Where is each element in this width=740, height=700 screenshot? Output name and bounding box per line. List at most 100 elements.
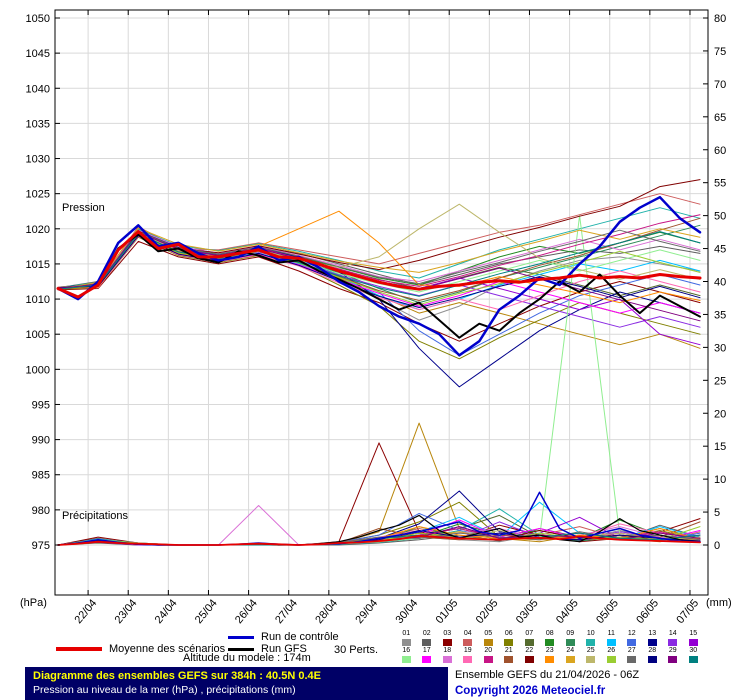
- pert-color-square: [401, 639, 411, 646]
- date-tick-label: 07/05: [674, 597, 701, 626]
- precip-tick-label: 65: [714, 112, 726, 124]
- pert-swatch-14: 14: [663, 630, 684, 647]
- pert-swatch-23: 23: [540, 647, 561, 664]
- pert-color-square: [606, 656, 616, 663]
- pert-color-square: [627, 656, 637, 663]
- diagram-subtitle: Pression au niveau de la mer (hPa) , pré…: [33, 684, 296, 696]
- right-axis-unit-label: (mm): [706, 597, 732, 609]
- pert-row-2: 16 17 18 19 20 21 22 23 24 25 26 27 28 29 30: [396, 647, 706, 664]
- precip-tick-label: 45: [714, 244, 726, 256]
- precip-tick-label: 20: [714, 408, 726, 420]
- pressure-line-control: [56, 195, 702, 357]
- date-tick-label: 01/05: [434, 597, 461, 626]
- date-tick-label: 26/04: [233, 597, 260, 626]
- legend-item-mean: Moyenne des scénarios: [56, 643, 225, 655]
- pert-number: 08: [545, 630, 554, 637]
- pert-color-square: [668, 656, 678, 663]
- pert-number: 28: [648, 647, 657, 654]
- pert-number: 02: [422, 630, 431, 637]
- pert-swatch-19: 19: [458, 647, 479, 664]
- axis-labels: 1050104510401035103010251020101510101005…: [26, 13, 727, 626]
- pert-number: 12: [627, 630, 636, 637]
- precip-tick-label: 15: [714, 441, 726, 453]
- pert-swatch-06: 06: [499, 630, 520, 647]
- pert-color-square: [524, 656, 534, 663]
- pert-number: 04: [463, 630, 472, 637]
- pert-number: 18: [443, 647, 452, 654]
- pressure-tick-label: 1050: [26, 13, 50, 25]
- pert-color-square: [422, 639, 432, 646]
- pert-number: 17: [422, 647, 431, 654]
- ensemble-series: [56, 179, 702, 546]
- precip-tick-label: 0: [714, 540, 720, 552]
- pert-color-square: [688, 639, 698, 646]
- credit-block: Ensemble GEFS du 21/04/2026 - 06Z Copyri…: [455, 668, 639, 699]
- pressure-tick-label: 1025: [26, 189, 50, 201]
- pressure-tick-label: 995: [32, 399, 50, 411]
- ensemble-chart: 1050104510401035103010251020101510101005…: [20, 9, 732, 626]
- pressure-tick-label: 985: [32, 470, 50, 482]
- pert-swatch-26: 26: [601, 647, 622, 664]
- pressure-line-member-18: [57, 229, 701, 290]
- precip-line-mean: [57, 534, 701, 546]
- precip-line-member-05: [57, 422, 701, 546]
- pert-number: 07: [525, 630, 534, 637]
- pert-swatch-24: 24: [560, 647, 581, 664]
- precip-tick-label: 10: [714, 474, 726, 486]
- pert-swatch-22: 22: [519, 647, 540, 664]
- pert-color-square: [422, 656, 432, 663]
- legend-item-control: Run de contrôle: [228, 631, 339, 643]
- pert-swatch-02: 02: [417, 630, 438, 647]
- pressure-line-member-27: [57, 229, 701, 290]
- precip-tick-label: 75: [714, 46, 726, 58]
- pert-number: 20: [484, 647, 493, 654]
- date-tick-label: 27/04: [273, 597, 300, 626]
- pert-swatch-20: 20: [478, 647, 499, 664]
- pert-number: 29: [668, 647, 677, 654]
- pressure-tick-label: 1040: [26, 83, 50, 95]
- run-info-label: Ensemble GEFS du 21/04/2026 - 06Z: [455, 669, 640, 681]
- date-tick-label: 02/05: [474, 597, 501, 626]
- chart-generated-content: 1050104510401035103010251020101510101005…: [26, 9, 727, 626]
- pert-swatch-08: 08: [540, 630, 561, 647]
- left-axis-unit-label: (hPa): [20, 597, 47, 609]
- precip-tick-label: 50: [714, 211, 726, 223]
- precip-tick-label: 40: [714, 277, 726, 289]
- pert-number: 13: [648, 630, 657, 637]
- pert-swatch-03: 03: [437, 630, 458, 647]
- legend-control-label: Run de contrôle: [261, 631, 339, 643]
- pert-number: 27: [627, 647, 636, 654]
- pert-color-square: [647, 656, 657, 663]
- pert-row-1: 01 02 03 04 05 06 07 08 09 10 11 12 13 14 15: [396, 630, 706, 647]
- pressure-tick-label: 975: [32, 540, 50, 552]
- date-tick-label: 04/05: [554, 597, 581, 626]
- date-tick-label: 06/05: [634, 597, 661, 626]
- pert-number: 06: [504, 630, 513, 637]
- precip-tick-label: 30: [714, 342, 726, 354]
- pert-swatch-29: 29: [663, 647, 684, 664]
- pert-color-square: [463, 639, 473, 646]
- pert-number: 03: [443, 630, 452, 637]
- pressure-tick-label: 980: [32, 505, 50, 517]
- pressure-tick-label: 1020: [26, 224, 50, 236]
- pert-swatch-01: 01: [396, 630, 417, 647]
- pert-number: 23: [545, 647, 554, 654]
- pert-swatch-04: 04: [458, 630, 479, 647]
- pert-color-square: [442, 656, 452, 663]
- diagram-info-box: Diagramme des ensembles GEFS sur 384h : …: [25, 667, 448, 700]
- copyright-label: Copyright 2026 Meteociel.fr: [455, 685, 606, 697]
- pert-swatch-21: 21: [499, 647, 520, 664]
- pert-swatch-10: 10: [581, 630, 602, 647]
- pert-number: 24: [566, 647, 575, 654]
- pert-swatch-18: 18: [437, 647, 458, 664]
- control-line-sample: [228, 635, 254, 639]
- pert-swatch-07: 07: [519, 630, 540, 647]
- date-tick-label: 23/04: [113, 597, 140, 626]
- pert-color-square: [647, 639, 657, 646]
- pert-swatch-05: 05: [478, 630, 499, 647]
- date-tick-label: 25/04: [193, 597, 220, 626]
- pert-number: 14: [668, 630, 677, 637]
- precip-tick-label: 55: [714, 178, 726, 190]
- precip-tick-label: 70: [714, 79, 726, 91]
- precip-tick-label: 25: [714, 375, 726, 387]
